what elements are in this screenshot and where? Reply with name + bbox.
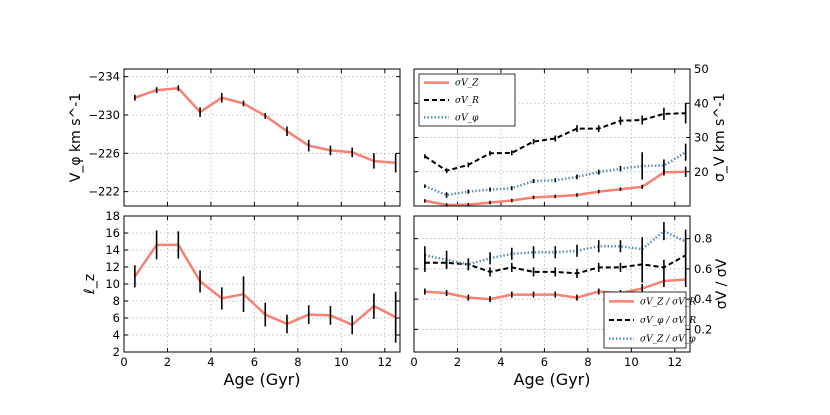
y-tick-label: 20 <box>694 165 709 179</box>
legend-label: σV_φ / σV_R <box>640 316 696 326</box>
y-tick-label: 18 <box>105 209 120 223</box>
axes-frame <box>413 215 691 353</box>
x-tick-label: 2 <box>454 355 461 369</box>
series-line-V_phi <box>134 86 396 165</box>
y-tick-label: −226 <box>88 146 120 160</box>
y-tick-label: 14 <box>105 243 120 257</box>
axes-frame <box>123 215 401 353</box>
x-tick-label: 10 <box>334 355 349 369</box>
x-tick-label: 12 <box>377 355 392 369</box>
y-tick-label: 30 <box>694 131 709 145</box>
x-tick-label: 6 <box>541 355 548 369</box>
x-axis-label: Age (Gyr) <box>224 370 301 389</box>
legend-label: σV_φ <box>455 113 479 123</box>
legend-label: σV_Z <box>455 79 479 89</box>
y-tick-label: 2 <box>113 345 120 359</box>
y-tick-label: 10 <box>105 277 120 291</box>
y-tick-label: 0.2 <box>694 322 712 336</box>
legend-label: σV_Z / σV_R <box>640 297 696 307</box>
y-tick-label: −234 <box>88 70 120 84</box>
x-tick-label: 4 <box>497 355 504 369</box>
panel-top-left: −222 −226 −230 −234 V_φ km s^-1 <box>68 68 401 207</box>
y-tick-label: 8 <box>113 294 120 308</box>
y-tick-label: 16 <box>105 226 120 240</box>
y-tick-label: −230 <box>88 108 120 122</box>
axes-frame <box>123 68 401 207</box>
x-tick-label: 8 <box>294 355 301 369</box>
y-axis-label: ℓ_z <box>82 274 98 295</box>
x-tick-label: 4 <box>207 355 214 369</box>
y-tick-label: 0.4 <box>694 292 712 306</box>
panel-top-right: 20 30 40 50 σ_V km s^-1 σV_Z σV_R σV_φ <box>413 62 728 207</box>
y-tick-label: −222 <box>88 185 120 199</box>
y-axis-label: V_φ km s^-1 <box>68 93 84 182</box>
x-tick-label: 2 <box>164 355 171 369</box>
series-line-sigma_VZ <box>424 170 686 207</box>
x-tick-label: 0 <box>120 355 127 369</box>
y-tick-label: 40 <box>694 96 709 110</box>
y-axis-label: σV / σV <box>714 258 730 309</box>
y-tick-label: 50 <box>694 62 709 76</box>
panel-bottom-right: 0 2 4 6 8 10 12 0.2 0.4 0.6 0.8σV / σV Age (Gyr) σV_… <box>410 215 730 389</box>
x-tick-label: 10 <box>624 355 639 369</box>
x-tick-label: 12 <box>667 355 682 369</box>
x-axis-label: Age (Gyr) <box>514 370 591 389</box>
y-tick-label: 6 <box>113 311 120 325</box>
x-tick-label: 0 <box>410 355 417 369</box>
x-tick-label: 8 <box>584 355 591 369</box>
y-tick-label: 0.6 <box>694 262 712 276</box>
y-tick-label: 4 <box>113 328 120 342</box>
axes-frame <box>413 68 691 207</box>
x-tick-label: 6 <box>251 355 258 369</box>
y-tick-label: 12 <box>105 260 120 274</box>
y-tick-label: 0.8 <box>694 232 712 246</box>
series-line-sigma_Vphi <box>424 151 687 197</box>
legend-label: σV_Z / σV_φ <box>640 335 696 345</box>
y-axis-label: σ_V km s^-1 <box>712 93 728 182</box>
legend-label: σV_R <box>455 96 479 106</box>
